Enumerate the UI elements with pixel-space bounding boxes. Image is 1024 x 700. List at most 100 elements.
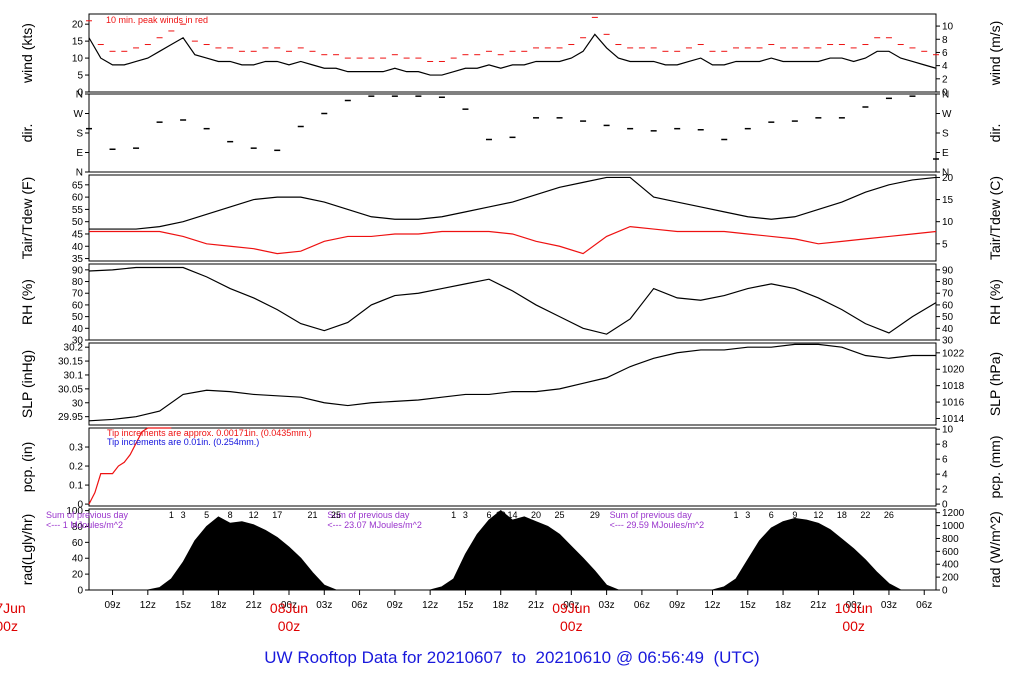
hour-marker-label: 12: [249, 510, 259, 520]
y-tick-label-left: 0.1: [69, 481, 83, 492]
y-tick-label-right: 30: [942, 336, 954, 347]
series-line: [88, 343, 936, 422]
x-tick-label: 09z: [387, 600, 403, 611]
y-tick-label-left: 30: [72, 336, 84, 347]
panel-pcp: 0 0.1 0.2 0.3 0 2 4 6 8 10 pcp. (in) pcp. (mm) Tip i…: [19, 425, 1003, 511]
x-tick-label: 06z: [916, 600, 932, 611]
day-sum-title: Sum of previous day: [327, 510, 410, 520]
panel-slp: 29.95 30 30.05 30.1 30.15 30.2 1014 1016 1018 102…: [19, 342, 1003, 426]
hour-marker-label: 5: [204, 510, 209, 520]
y-tick-label-right: 4: [942, 61, 948, 72]
y-tick-label-right: 1020: [942, 365, 965, 376]
y-tick-label-left: 30.15: [58, 357, 83, 368]
y-tick-label-right: 50: [942, 312, 954, 323]
y-tick-label-left: 40: [72, 324, 84, 335]
pcp-note-blue: Tip increments are 0.01in. (0.254mm.): [107, 437, 259, 447]
radiation-area: [430, 509, 619, 591]
plot-frame: [88, 174, 937, 262]
y-tick-label-right: 2: [942, 74, 948, 85]
y-tick-label-left: 30.2: [64, 343, 84, 354]
date-label-time: 00z: [842, 618, 865, 634]
y-axis-label-right: rad (W/m^2): [987, 511, 1003, 588]
date-label-time: 00z: [560, 618, 583, 634]
y-tick-label-left: 20: [72, 20, 84, 31]
y-tick-label-left: 29.95: [58, 412, 83, 423]
radiation-area: [712, 518, 901, 591]
y-axis-label-left: SLP (inHg): [19, 350, 35, 418]
series-line: [89, 176, 937, 230]
hour-marker-label: 6: [769, 510, 774, 520]
y-tick-label-right: 20: [942, 173, 954, 184]
y-tick-label-right: 1016: [942, 398, 965, 409]
y-tick-label-left: 30.05: [58, 384, 83, 395]
y-tick-label-left: 5: [77, 71, 83, 82]
y-tick-label-left: 60: [72, 193, 84, 204]
y-axis-label-left: rad(Lgly/hr): [19, 514, 35, 586]
x-tick-label: 09z: [104, 600, 120, 611]
hour-marker-label: 25: [555, 510, 565, 520]
day-sum-title: Sum of previous day: [610, 510, 693, 520]
y-tick-label-right: 600: [942, 547, 959, 558]
y-tick-label-right: 1018: [942, 381, 965, 392]
series-line: [89, 225, 937, 255]
plot-frame: [88, 342, 937, 426]
y-tick-label-right: 10: [942, 217, 954, 228]
y-tick-label-right: 0: [942, 586, 948, 597]
y-tick-label-right: W: [942, 109, 952, 120]
y-tick-label-left: 20: [72, 570, 84, 581]
x-tick-label: 06z: [634, 600, 650, 611]
y-tick-label-left: 50: [72, 312, 84, 323]
y-axis-label-left: wind (kts): [19, 23, 35, 84]
y-tick-label-right: 1000: [942, 521, 965, 532]
y-tick-label-left: 55: [72, 205, 84, 216]
pcp-note-red: Tip increments are approx. 0.00171in. (0…: [107, 428, 312, 438]
y-tick-label-right: 8: [942, 35, 948, 46]
day-sum-value: <--- 23.07 MJoules/m^2: [327, 520, 422, 530]
x-tick-label: 03z: [316, 600, 332, 611]
y-tick-label-right: 0: [942, 500, 948, 511]
y-tick-label-left: 100: [66, 506, 83, 517]
plot-frame: [88, 263, 937, 341]
y-axis-label-right: RH (%): [987, 279, 1003, 325]
panel-wind: 0 5 10 15 20 0 2 4 6 8 10 wind (kts) wind (m/s) 10 mi…: [19, 13, 1003, 99]
hour-marker-label: 8: [228, 510, 233, 520]
x-tick-label: 12z: [422, 600, 438, 611]
x-tick-label: 00z: [563, 600, 579, 611]
y-tick-label-left: 50: [72, 217, 84, 228]
hour-marker-label: 29: [590, 510, 600, 520]
y-tick-label-left: 45: [72, 229, 84, 240]
y-axis-label-right: dir.: [987, 124, 1003, 143]
y-tick-label-right: 5: [942, 239, 948, 250]
y-tick-label-right: 1022: [942, 348, 965, 359]
hour-marker-label: 14: [507, 510, 517, 520]
hour-marker-label: 21: [308, 510, 318, 520]
date-label-time: 00z: [0, 618, 18, 634]
y-tick-label-left: 0.2: [69, 462, 83, 473]
y-tick-label-right: 400: [942, 560, 959, 571]
chart-footer-title: UW Rooftop Data for 20210607 to 20210610…: [264, 648, 760, 667]
day-sum-value: <--- 1 MJoules/m^2: [46, 520, 123, 530]
hour-marker-label: 20: [531, 510, 541, 520]
y-tick-label-left: 30: [72, 398, 84, 409]
x-tick-label: 03z: [599, 600, 615, 611]
y-tick-label-left: E: [76, 148, 83, 159]
y-tick-label-right: N: [942, 90, 949, 101]
date-label-day: 09Jun: [552, 600, 590, 616]
hour-marker-label: 26: [884, 510, 894, 520]
y-tick-label-left: 10: [72, 54, 84, 65]
hour-marker-label: 3: [745, 510, 750, 520]
x-tick-label: 12z: [140, 600, 156, 611]
date-label-day: 07Jun: [0, 600, 26, 616]
hour-marker-label: 18: [837, 510, 847, 520]
y-axis-label-left: pcp. (in): [19, 442, 35, 493]
series-line: [88, 266, 937, 335]
y-tick-label-left: 40: [72, 242, 84, 253]
y-axis-label-right: pcp. (mm): [987, 436, 1003, 499]
y-axis-label-left: RH (%): [19, 279, 35, 325]
y-tick-label-left: 0: [77, 586, 83, 597]
y-tick-label-left: 30.1: [64, 370, 84, 381]
y-tick-label-right: 200: [942, 573, 959, 584]
